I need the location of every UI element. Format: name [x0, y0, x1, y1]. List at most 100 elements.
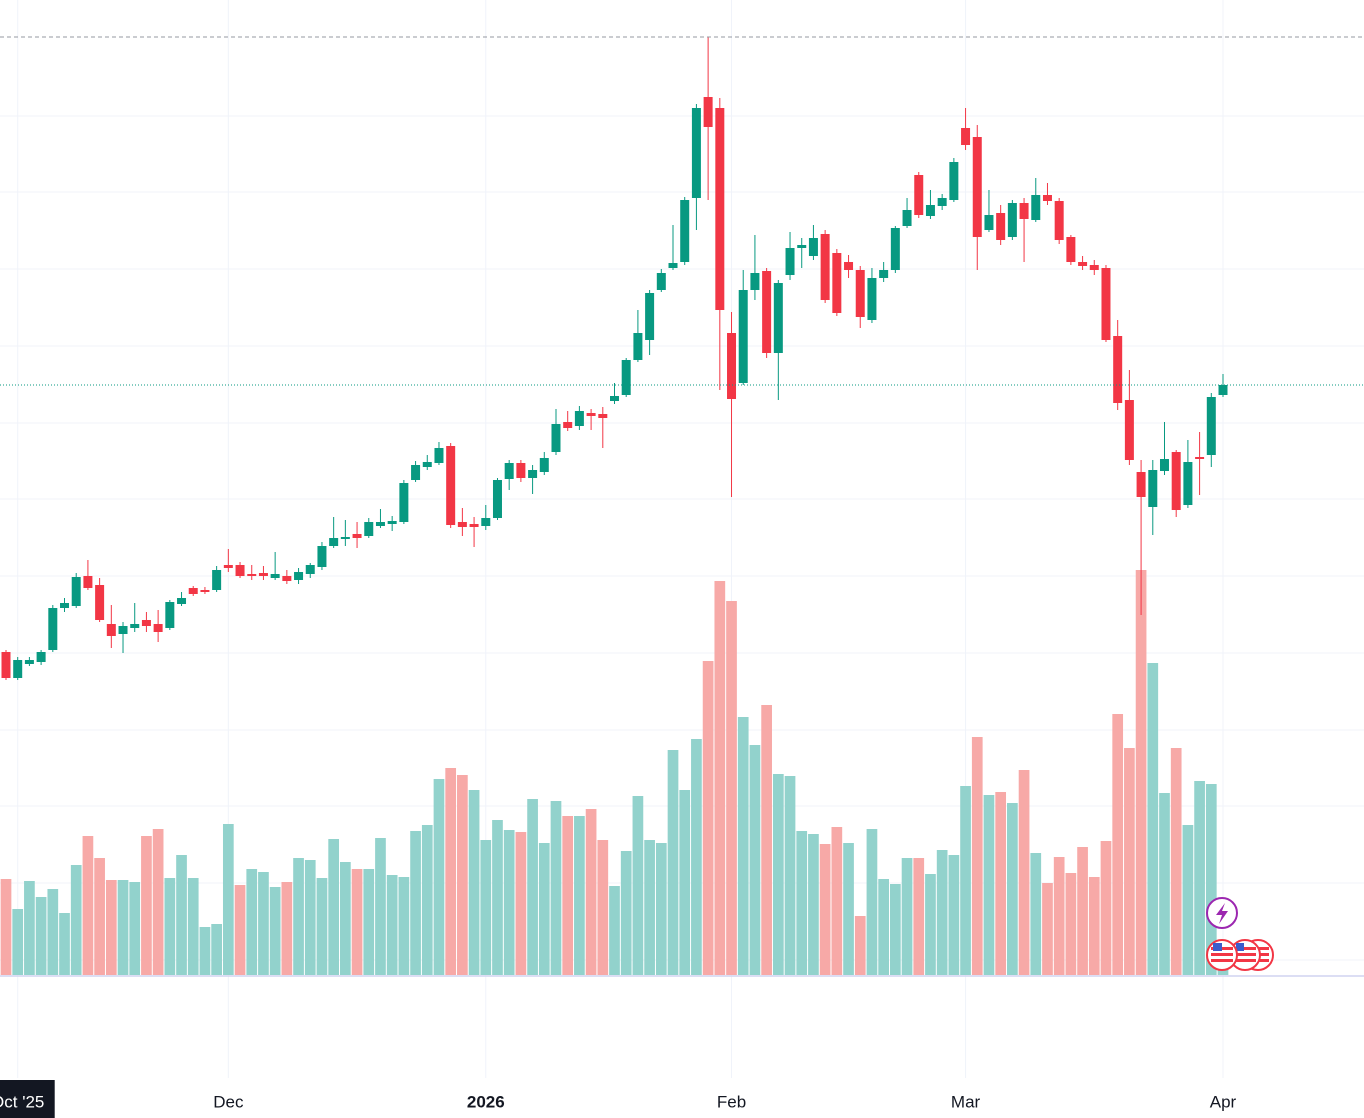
candle-body [13, 660, 23, 678]
volume-bar [94, 858, 105, 975]
volume-bar [808, 834, 819, 975]
volume-bar [1124, 748, 1135, 975]
candle-body [24, 660, 34, 664]
candle-body [317, 546, 327, 567]
volume-bar [644, 840, 655, 975]
candle-body [551, 424, 561, 452]
volume-bar [597, 840, 609, 975]
candles [1, 37, 1228, 680]
volume-bar [550, 801, 562, 975]
candle-body [996, 213, 1006, 240]
candle-body [867, 278, 877, 320]
candle-body [668, 263, 678, 268]
volume-bar [971, 737, 983, 975]
volume-bar [995, 792, 1007, 975]
volume-bar [176, 855, 187, 975]
volume-bar [515, 832, 527, 975]
volume-bar [983, 795, 995, 975]
candle-body [1171, 452, 1181, 510]
volume-bar [386, 875, 398, 975]
candle-body [797, 245, 807, 248]
volume-bar [164, 878, 176, 975]
x-axis: Oct '25 Dec 2026 Feb Mar Apr [0, 1080, 1237, 1118]
volume-bar [1159, 793, 1170, 975]
volume-bar [47, 889, 59, 975]
volume-bar [609, 886, 620, 975]
volume-bars [0, 570, 1229, 975]
volume-bar [269, 887, 281, 975]
candle-body [352, 534, 362, 538]
volume-bar [585, 809, 597, 975]
candle-body [1206, 397, 1216, 455]
candle-body [457, 522, 467, 527]
candle-body [504, 463, 514, 479]
volume-bar [772, 774, 784, 975]
volume-bar [12, 909, 24, 975]
candle-body [1101, 268, 1111, 340]
volume-bar [117, 880, 129, 975]
candle-body [1054, 201, 1064, 240]
price-lines [0, 36, 1364, 386]
volume-bar [854, 916, 866, 975]
candle-body [177, 598, 187, 604]
candle-body [738, 290, 748, 383]
candle-body [937, 198, 947, 206]
candle-body [1218, 385, 1228, 395]
volume-bar [340, 862, 351, 975]
candle-body [1148, 470, 1158, 507]
volume-bar [281, 882, 293, 975]
event-lightning [1206, 897, 1238, 929]
candle-body [375, 522, 385, 526]
crosshair-label-box [0, 1080, 55, 1118]
volume-bar [960, 786, 971, 975]
candle-body [914, 175, 924, 215]
x-tick-label: Mar [951, 1092, 981, 1111]
candle-body [60, 603, 70, 608]
volume-bar [410, 831, 421, 975]
volume-bar [433, 779, 445, 975]
candle-body [399, 483, 409, 522]
candle-body [539, 458, 549, 472]
volume-bar [59, 913, 70, 975]
candle-body [1183, 462, 1193, 505]
volume-bar [82, 836, 94, 975]
volume-bar [679, 790, 691, 975]
candle-body [633, 333, 643, 360]
volume-bar [667, 750, 679, 975]
volume-bar [375, 838, 386, 975]
volume-bar [141, 836, 152, 975]
volume-bar [503, 830, 515, 975]
candle-body [1159, 459, 1169, 471]
volume-bar [129, 882, 141, 975]
candle-body [258, 573, 268, 576]
candle-body [902, 210, 912, 226]
candle-body [984, 215, 994, 230]
candle-body [972, 137, 982, 237]
candle-body [223, 565, 233, 568]
volume-bar [328, 839, 340, 975]
candle-body [364, 522, 374, 536]
candle-body [808, 238, 818, 256]
candle-body [387, 521, 397, 524]
event-flag [1206, 939, 1238, 971]
candle-body [1136, 472, 1146, 497]
volume-bar [1018, 770, 1030, 975]
volume-bar [1030, 853, 1042, 975]
candle-body [879, 270, 889, 278]
candle-body [890, 228, 900, 270]
volume-bar [152, 829, 164, 975]
volume-bar [234, 885, 246, 975]
candle-body [188, 588, 198, 594]
volume-bar [866, 829, 878, 975]
candle-body [83, 576, 93, 588]
volume-bar [1205, 784, 1217, 975]
candle-body [727, 333, 737, 399]
candle-body [563, 422, 573, 428]
volume-bar [574, 816, 585, 975]
volume-bar [948, 855, 960, 975]
candle-body [1007, 203, 1017, 237]
volume-bar [304, 860, 316, 975]
volume-bar [1112, 714, 1124, 975]
